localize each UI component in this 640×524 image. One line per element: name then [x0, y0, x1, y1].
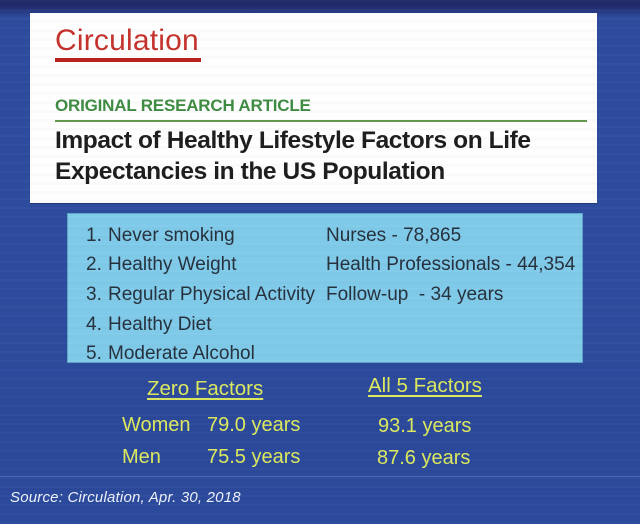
zero-factors-row-label: Women	[122, 414, 191, 436]
factor-item: 5. Moderate Alcohol	[86, 339, 326, 369]
factor-label: Healthy Diet	[108, 313, 212, 335]
cohort-item: Nurses - 78,865	[326, 224, 462, 246]
factor-item: 3. Regular Physical Activity	[86, 280, 326, 310]
source-citation: Source: Circulation, Apr. 30, 2018	[10, 489, 241, 506]
factor-number: 3.	[86, 283, 102, 305]
article-header-card: Circulation ORIGINAL RESEARCH ARTICLE Im…	[30, 13, 597, 203]
factor-item: 2. Healthy Weight	[86, 251, 326, 281]
zero-factors-heading: Zero Factors	[147, 377, 264, 400]
factor-label: Never smoking	[108, 224, 235, 246]
factors-box: 1. Never smoking 2. Healthy Weight 3. Re…	[67, 213, 583, 364]
kicker-rule: ORIGINAL RESEARCH ARTICLE	[55, 96, 587, 122]
factors-list: 1. Never smoking 2. Healthy Weight 3. Re…	[86, 221, 326, 364]
factor-number: 4.	[86, 313, 102, 335]
cohort-item: Follow-up - 34 years	[326, 283, 504, 305]
factor-number: 5.	[86, 343, 102, 365]
zero-factors-row-label: Men	[122, 446, 161, 468]
factor-label: Regular Physical Activity	[108, 283, 315, 305]
zero-factors-row-value: 79.0 years	[207, 414, 301, 436]
all-5-factors-value-women: 93.1 years	[378, 415, 472, 437]
divider-line	[0, 476, 640, 477]
article-title-line2: Expectancies in the US Population	[55, 158, 445, 185]
factor-item: 4. Healthy Diet	[86, 310, 326, 340]
cohort-item: Health Professionals - 44,354	[326, 254, 576, 276]
factor-label: Moderate Alcohol	[108, 343, 255, 365]
factor-number: 2.	[86, 254, 102, 276]
zero-factors-row-value: 75.5 years	[207, 446, 301, 468]
article-type-label: ORIGINAL RESEARCH ARTICLE	[55, 96, 311, 115]
cohorts-list: Nurses - 78,865 Health Professionals - 4…	[326, 221, 582, 362]
all-5-factors-value-men: 87.6 years	[377, 447, 471, 469]
factor-number: 1.	[86, 224, 102, 246]
factor-label: Healthy Weight	[108, 254, 237, 276]
all-5-factors-heading: All 5 Factors	[368, 374, 482, 397]
factor-item: 1. Never smoking	[86, 221, 326, 251]
journal-logo: Circulation	[55, 24, 201, 62]
article-title: Impact of Healthy Lifestyle Factors on L…	[55, 125, 590, 187]
article-title-line1: Impact of Healthy Lifestyle Factors on L…	[55, 127, 531, 154]
zero-factors-table: Women 79.0 years Men 75.5 years	[122, 414, 300, 469]
